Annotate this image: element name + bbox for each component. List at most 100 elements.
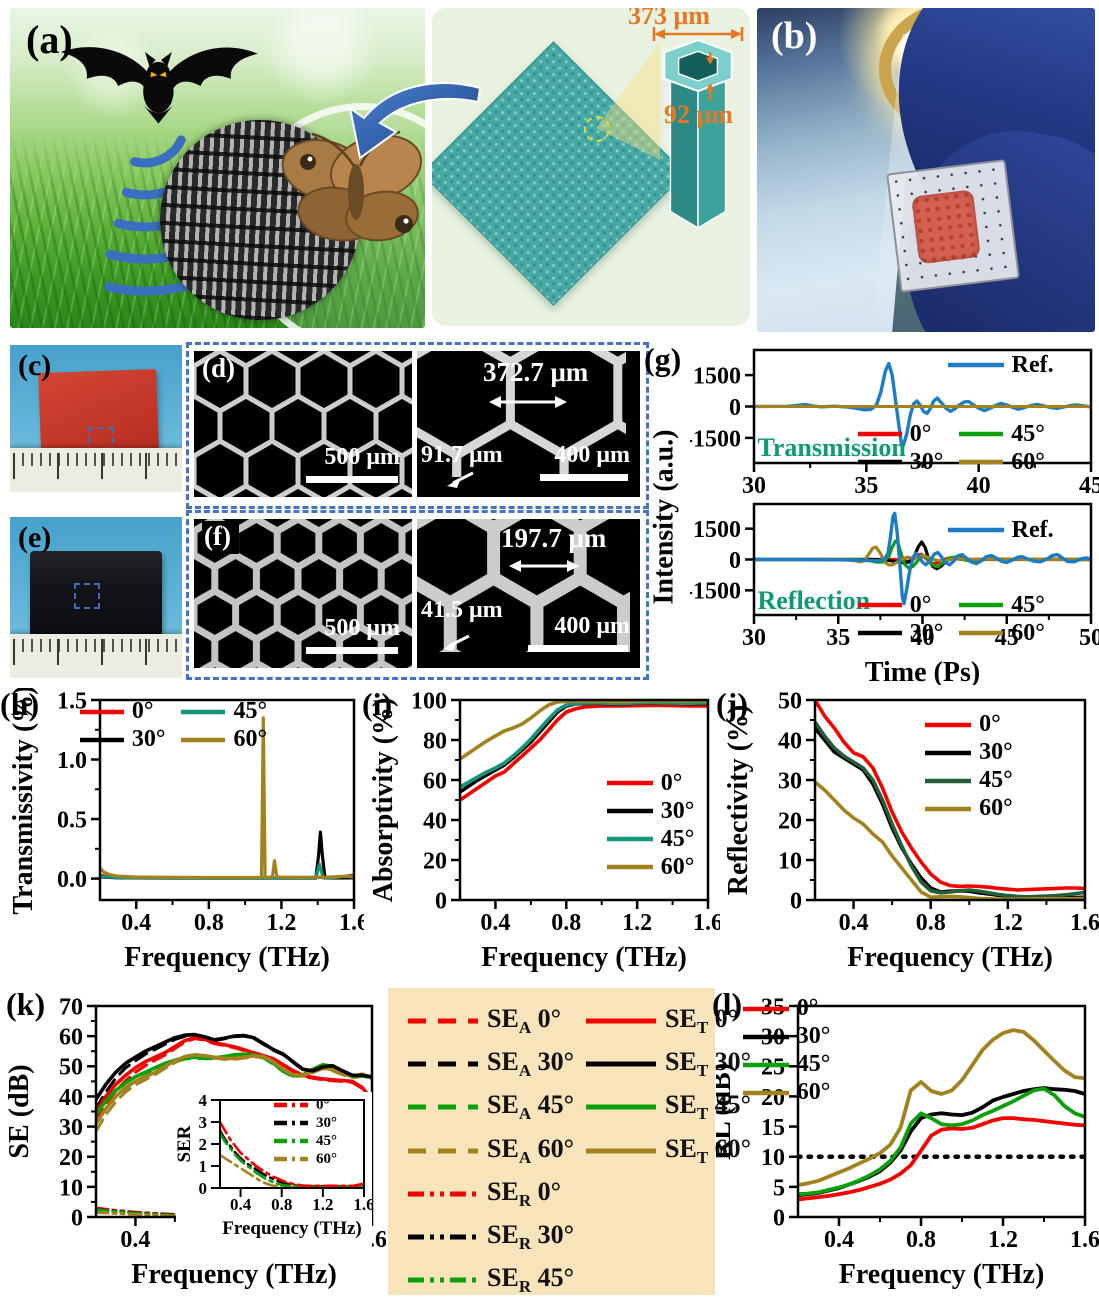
svg-text:Frequency (THz): Frequency (THz)	[839, 1259, 1045, 1290]
svg-text:40: 40	[967, 473, 991, 497]
series-30°	[460, 701, 708, 794]
svg-text:20: 20	[778, 808, 802, 834]
svg-text:0: 0	[773, 1205, 785, 1231]
scale-bar	[306, 476, 398, 483]
svg-text:10: 10	[59, 1175, 83, 1201]
svg-text:-1500: -1500	[690, 426, 741, 452]
svg-text:10: 10	[761, 1145, 785, 1171]
svg-text:0: 0	[790, 888, 802, 914]
series-60°	[220, 1153, 364, 1188]
se-legend-item: SER 45°	[408, 1263, 586, 1297]
svg-text:45: 45	[995, 625, 1019, 651]
svg-text:Transmissivity (%): Transmissivity (%)	[8, 688, 39, 914]
svg-text:50: 50	[778, 688, 802, 714]
svg-text:40: 40	[911, 625, 935, 651]
zoom-beam	[596, 42, 660, 160]
svg-text:0.8: 0.8	[194, 910, 224, 936]
svg-text:10: 10	[778, 848, 802, 874]
se-legend-item: SET 45°	[586, 1090, 751, 1124]
series-SET 0°	[96, 1035, 372, 1114]
panel-e-photo: (e)	[10, 517, 182, 678]
chart-transmission-time: 30 35 40 45 -1500 0 1500 Transmission Ref. 0° 45° 3…	[690, 344, 1099, 497]
svg-text:Reflectivity (%): Reflectivity (%)	[723, 705, 754, 895]
svg-text:40: 40	[778, 728, 802, 754]
svg-text:1.2: 1.2	[312, 1195, 333, 1214]
cell-width-label: 372.7 μm	[483, 357, 589, 387]
se-legend-label: SET 0°	[665, 1004, 739, 1038]
se-legend-item: SET 0°	[586, 1004, 751, 1038]
svg-text:25: 25	[761, 1055, 785, 1081]
panel-c-photo: (c)	[10, 345, 182, 492]
svg-text:0: 0	[71, 1205, 83, 1231]
panel-g-label: (g)	[644, 341, 682, 377]
svg-text:Frequency (THz): Frequency (THz)	[481, 942, 687, 973]
svg-text:40: 40	[59, 1085, 83, 1111]
svg-text:0.4: 0.4	[120, 1227, 150, 1253]
svg-text:45: 45	[1079, 473, 1099, 497]
se-legend-grid: SEA 0° SET 0° SEA 30° SET 30° SEA 45° SET 45°…	[408, 1004, 751, 1302]
sem-f-low-mag: (f) 500 μm	[194, 519, 412, 668]
bat-icon	[60, 47, 258, 124]
panel-d-label: (d)	[202, 353, 235, 383]
svg-text:15: 15	[761, 1115, 785, 1141]
svg-text:Time (Ps): Time (Ps)	[865, 657, 980, 685]
sem-d-high-mag: 372.7 μm 91.7 μm 400 μm	[417, 351, 640, 497]
chart-absorptivity: 0.4 0.8 1.2 1.6 0 20 40 60 80 100 Frequency (THz) A…	[366, 688, 720, 980]
series-0°	[220, 1120, 364, 1188]
chart-annotation: Reflection	[757, 585, 871, 615]
scale-bar	[540, 474, 628, 481]
dim-arrow	[509, 560, 579, 572]
svg-text:20: 20	[59, 1145, 83, 1171]
se-legend-panel: SEA 0° SET 0° SEA 30° SET 30° SEA 45° SET 45°…	[388, 988, 751, 1296]
chart-canvas: 0.4 0.8 1.2 1.6 0.0 0.5 1.0 1.5 Frequency (THz) T…	[8, 688, 364, 973]
svg-text:35: 35	[761, 994, 785, 1020]
panel-d-sem-box: (d) 500 μm 372.7 μm	[186, 342, 649, 509]
wall-thickness-label: 41.5 μm	[421, 597, 503, 623]
svg-text:0: 0	[729, 395, 741, 421]
g-y-axis-label: Intensity (a.u.)	[648, 429, 680, 605]
panel-b-photo: (b)	[757, 8, 1095, 332]
svg-text:1500: 1500	[693, 364, 741, 390]
svg-text:1.6: 1.6	[693, 910, 720, 936]
chart-canvas: 0.4 0.8 1.2 1.6 0 20 40 60 80 100 Frequency (THz) A…	[368, 688, 720, 973]
chart-canvas: 0.4 0.8 1.2 1.6 0 5 10 15 20 25 30 35 Frequency (THz…	[716, 994, 1099, 1290]
svg-text:30: 30	[59, 1115, 83, 1141]
svg-text:0.4: 0.4	[121, 910, 151, 936]
svg-text:60: 60	[423, 768, 447, 794]
svg-text:0.5: 0.5	[57, 807, 87, 833]
wall-arrow	[447, 471, 474, 488]
svg-text:0.8: 0.8	[916, 910, 946, 936]
scale-label: 500 μm	[324, 444, 400, 470]
cell-width-label: 373 μm	[628, 8, 710, 30]
se-legend-label: SEA 45°	[487, 1090, 574, 1124]
svg-text:0.0: 0.0	[57, 867, 87, 893]
svg-text:70: 70	[59, 994, 83, 1020]
wall-thickness-label: 91.7 μm	[421, 442, 503, 468]
svg-text:0.4: 0.4	[230, 1195, 252, 1214]
svg-text:0: 0	[199, 1179, 208, 1198]
svg-text:40: 40	[423, 808, 447, 834]
series-45°	[815, 720, 1085, 899]
cell-width-label: 197.7 μm	[501, 523, 607, 553]
chart-canvas: 0.4 0.8 1.2 1.6 0 1 2 3 4 Frequency (THz) SER	[176, 1092, 372, 1239]
series-30°	[100, 830, 354, 880]
chart-transmissivity: 0.4 0.8 1.2 1.6 0.0 0.5 1.0 1.5 Frequency (THz) T…	[2, 688, 364, 980]
held-sample	[886, 159, 1020, 293]
panel-c-label: (c)	[18, 349, 52, 382]
svg-text:Absorptivity (%): Absorptivity (%)	[368, 698, 399, 903]
wall-arrow	[443, 634, 470, 651]
series-45°	[798, 1086, 1085, 1196]
width-dim-arrow	[652, 27, 744, 41]
panel-e-label: (e)	[18, 521, 52, 554]
svg-text:50: 50	[59, 1055, 83, 1081]
sem-d-low-mag: (d) 500 μm	[194, 351, 412, 497]
panel-a-label: (a)	[26, 17, 73, 62]
sample-red-core	[911, 189, 981, 265]
panel-a-illustration: (a)	[10, 8, 425, 328]
panel-a-structure-diagram: 373 μm 92 μm	[432, 8, 750, 326]
butterfly-icon	[281, 130, 423, 242]
panel-f-label: (f)	[202, 521, 239, 554]
svg-text:1.2: 1.2	[993, 910, 1023, 936]
svg-text:20: 20	[761, 1085, 785, 1111]
se-legend-label: SET 30°	[665, 1047, 752, 1081]
